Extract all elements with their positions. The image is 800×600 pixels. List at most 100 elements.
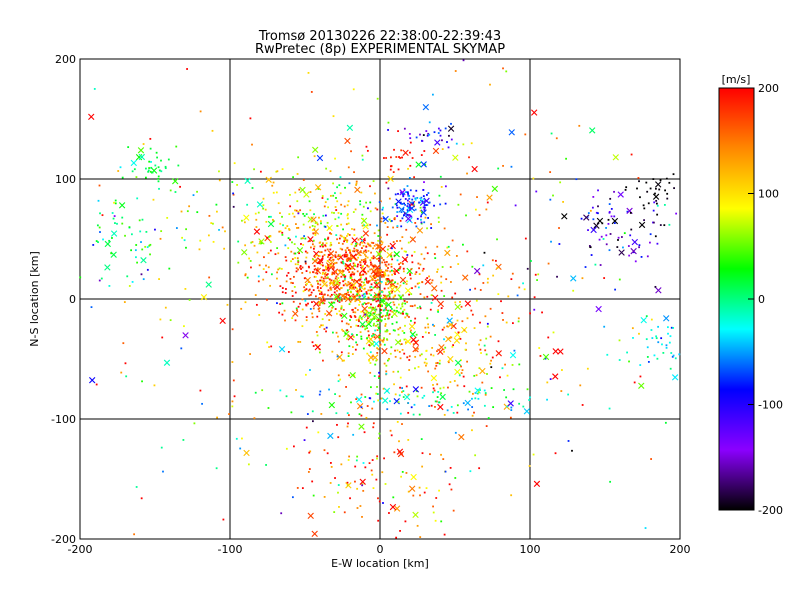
scatter-dot [656,204,659,207]
scatter-dot [130,233,133,236]
scatter-dot [415,340,418,343]
scatter-dot [315,344,318,346]
scatter-dot [410,329,412,332]
scatter-dot [374,279,377,282]
scatter-dot [613,222,616,224]
scatter-dot [335,270,337,273]
scatter-dot [372,324,375,327]
scatter-dot [364,249,367,252]
scatter-dot [387,121,390,124]
scatter-dot [378,257,380,260]
scatter-dot [338,281,341,284]
scatter-dot [271,218,274,221]
scatter-dot [236,184,238,186]
scatter-dot [365,280,368,283]
scatter-dot [346,329,349,332]
scatter-x-mark [307,512,314,519]
scatter-x-mark [104,264,111,271]
scatter-dot [547,262,550,265]
scatter-dot [152,198,155,201]
scatter-dot [440,289,443,292]
scatter-dot [150,161,152,163]
scatter-dot [355,180,358,183]
scatter-dot [478,214,481,216]
scatter-dot [668,341,671,344]
scatter-dot [512,388,515,391]
scatter-dot [309,271,311,274]
scatter-dot [353,234,356,236]
scatter-dot [311,410,314,413]
scatter-dot [401,423,403,425]
scatter-dot [175,145,178,148]
scatter-dot [352,250,355,253]
scatter-dot [465,214,467,217]
scatter-dot [336,224,339,227]
scatter-dot [387,274,390,277]
scatter-dot [147,169,150,172]
scatter-dot [394,355,397,358]
scatter-dot [348,294,350,296]
scatter-dot [459,301,461,303]
scatter-dot [98,279,101,282]
scatter-dot [325,274,328,276]
scatter-dot [362,293,365,296]
scatter-dot [421,140,424,142]
scatter-dot [376,296,379,299]
scatter-dot [135,486,138,488]
scatter-dot [350,273,353,276]
scatter-dot [646,190,649,193]
scatter-x-mark [314,184,322,191]
scatter-dot [387,314,390,317]
scatter-dot [390,269,393,272]
scatter-dot [486,281,489,284]
scatter-dot [318,326,321,328]
scatter-dot [376,352,379,354]
scatter-dot [608,249,611,252]
scatter-dot [399,219,402,222]
scatter-dot [361,154,364,157]
scatter-dot [294,256,297,259]
scatter-dot [480,352,482,354]
scatter-dot [158,169,161,172]
scatter-dot [249,353,251,355]
scatter-dot [658,188,661,191]
scatter-dot [331,211,333,214]
scatter-dot [386,312,389,314]
scatter-x-mark [104,240,111,248]
scatter-dot [396,206,399,209]
scatter-dot [409,305,412,307]
scatter-dot [381,257,383,259]
scatter-dot [182,439,185,441]
scatter-dot [370,294,373,297]
scatter-dot [506,374,509,377]
scatter-dot [249,117,252,120]
scatter-dot [351,278,354,281]
scatter-dot [414,208,417,211]
scatter-dot [388,332,391,335]
scatter-dot [352,262,355,265]
scatter-dot [337,212,340,214]
scatter-dot [486,325,489,328]
scatter-dot [367,330,370,333]
scatter-dot [290,411,293,414]
scatter-dot [266,236,269,239]
scatter-dot [362,347,365,350]
scatter-dot [450,281,452,283]
scatter-dot [418,273,421,275]
scatter-x-mark [630,247,637,255]
scatter-dot [365,245,368,248]
scatter-dot [368,280,370,283]
scatter-dot [404,520,407,523]
scatter-dot [372,426,375,429]
scatter-dot [389,429,392,432]
scatter-x-mark [303,191,310,198]
scatter-dot [409,151,411,154]
scatter-dot [402,262,404,265]
scatter-dot [265,220,268,223]
scatter-x-mark [432,147,440,155]
scatter-dot [253,168,255,171]
scatter-x-mark [638,221,646,229]
scatter-x-mark [383,387,391,394]
scatter-dot [377,293,380,296]
scatter-dot [440,307,443,310]
